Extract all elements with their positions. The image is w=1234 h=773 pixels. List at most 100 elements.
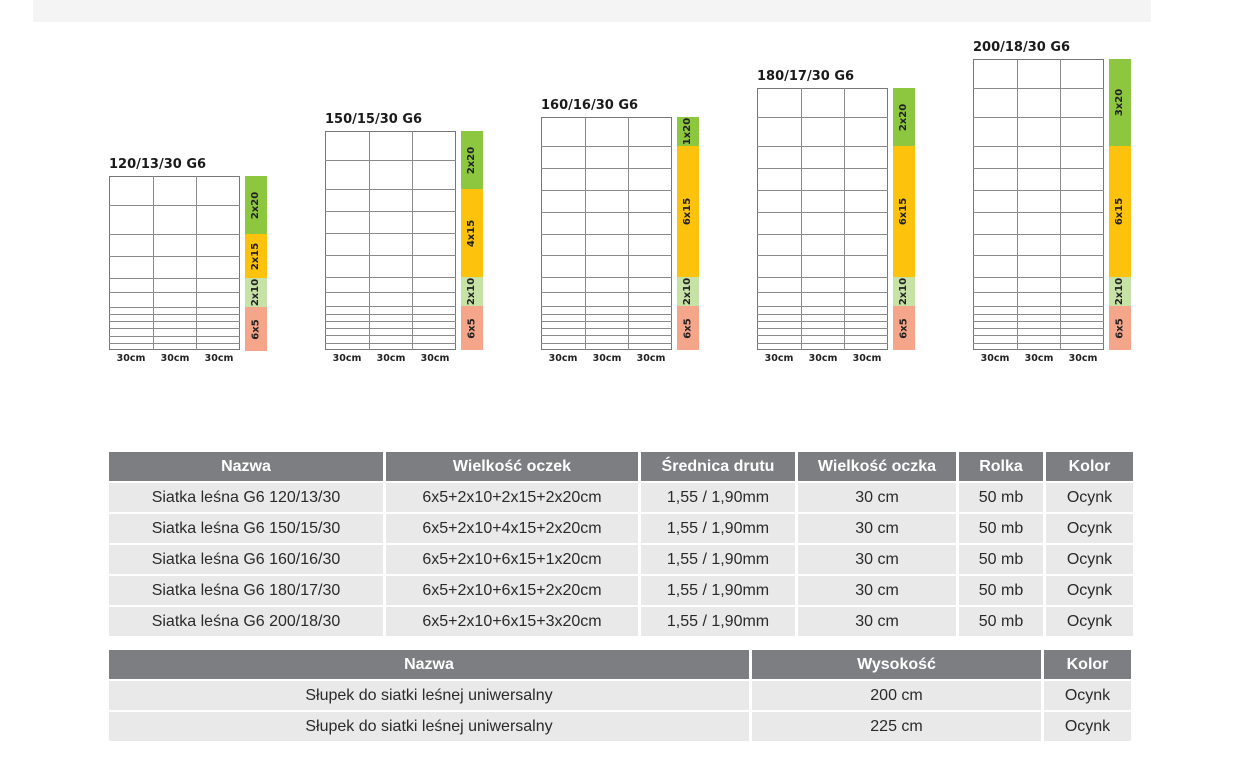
mesh-spacing-label: 30cm [548, 353, 578, 364]
mesh-horizontal-wire [109, 256, 240, 257]
mesh-segment-label: 2x10 [466, 277, 478, 306]
mesh-horizontal-wire [109, 278, 240, 279]
mesh-segment-band: 2x20 [461, 131, 483, 189]
mesh-segment-band: 2x10 [893, 277, 915, 306]
mesh-vertical-wire [1060, 59, 1061, 350]
mesh-horizontal-wire [325, 160, 456, 161]
mesh-segment-band: 6x5 [461, 306, 483, 350]
mesh-horizontal-wire [325, 277, 456, 278]
table-cell: Siatka leśna G6 150/15/30 [109, 514, 383, 543]
mesh-segment-band: 2x15 [245, 234, 267, 278]
table-cell: Siatka leśna G6 180/17/30 [109, 576, 383, 605]
mesh-segment-label: 2x15 [250, 242, 262, 270]
table-cell: 6x5+2x10+2x15+2x20cm [386, 483, 638, 512]
mesh-horizontal-wire [325, 335, 456, 336]
mesh-horizontal-wire [325, 211, 456, 212]
mesh-segment-band: 2x10 [1109, 277, 1131, 306]
mesh-horizontal-wire [973, 328, 1104, 329]
mesh-vertical-wire [369, 131, 370, 350]
table-cell: 1,55 / 1,90mm [641, 576, 795, 605]
mesh-horizontal-wire [109, 292, 240, 293]
mesh-horizontal-wire [973, 292, 1104, 293]
mesh-spacing-label: 30cm [592, 353, 622, 364]
mesh-segment-band: 6x5 [677, 306, 699, 350]
mesh-horizontal-wire [973, 255, 1104, 256]
mesh-vertical-wire [412, 131, 413, 350]
mesh-spacing-label: 30cm [204, 353, 234, 364]
column-header: Wysokość [752, 650, 1041, 679]
mesh-segment-label: 2x10 [250, 278, 262, 307]
table-cell: Siatka leśna G6 160/16/30 [109, 545, 383, 574]
column-header: Nazwa [109, 650, 749, 679]
mesh-horizontal-wire [325, 314, 456, 315]
table-cell: 50 mb [959, 576, 1043, 605]
table-cell: 225 cm [752, 712, 1041, 741]
mesh-horizontal-wire [757, 306, 888, 307]
mesh-spacing-label: 30cm [764, 353, 794, 364]
mesh-horizontal-wire [541, 328, 672, 329]
mesh-horizontal-wire [973, 117, 1104, 118]
mesh-horizontal-wire [757, 117, 888, 118]
table-cell: 6x5+2x10+6x15+2x20cm [386, 576, 638, 605]
mesh-horizontal-wire [757, 343, 888, 344]
mesh-horizontal-wire [973, 306, 1104, 307]
mesh-grid [541, 117, 672, 350]
mesh-title: 150/15/30 G6 [325, 112, 423, 127]
post-spec-table: Nazwa Wysokość Kolor Słupek do siatki leśn… [106, 648, 1134, 743]
mesh-horizontal-wire [973, 343, 1104, 344]
mesh-spacing-label: 30cm [636, 353, 666, 364]
table-cell: Siatka leśna G6 200/18/30 [109, 607, 383, 636]
mesh-segment-label: 6x5 [250, 318, 262, 340]
mesh-segment-band: 6x15 [893, 146, 915, 277]
mesh-horizontal-wire [757, 335, 888, 336]
mesh-spacing-label: 30cm [808, 353, 838, 364]
mesh-spacing-label: 30cm [376, 353, 406, 364]
column-header: Kolor [1044, 650, 1131, 679]
table-header-row: Nazwa Wielkość oczek Średnica drutu Wielkoś… [109, 452, 1133, 481]
table-cell: Ocynk [1046, 607, 1133, 636]
table-cell: 30 cm [798, 545, 956, 574]
mesh-horizontal-wire [757, 292, 888, 293]
table-cell: 1,55 / 1,90mm [641, 607, 795, 636]
mesh-horizontal-wire [109, 321, 240, 322]
mesh-horizontal-wire [757, 190, 888, 191]
mesh-segment-label: 2x10 [1114, 277, 1126, 306]
mesh-spacing-label: 30cm [420, 353, 450, 364]
mesh-segment-label: 6x15 [898, 197, 910, 226]
mesh-horizontal-wire [541, 321, 672, 322]
mesh-title: 160/16/30 G6 [541, 98, 639, 113]
mesh-segment-label: 6x5 [682, 317, 694, 339]
mesh-horizontal-wire [973, 234, 1104, 235]
column-header: Rolka [959, 452, 1043, 481]
mesh-grid [757, 88, 888, 350]
mesh-segment-band: 6x15 [1109, 146, 1131, 277]
mesh-horizontal-wire [541, 343, 672, 344]
table-cell: 50 mb [959, 514, 1043, 543]
mesh-horizontal-wire [973, 321, 1104, 322]
mesh-horizontal-wire [757, 314, 888, 315]
mesh-horizontal-wire [325, 328, 456, 329]
mesh-horizontal-wire [973, 335, 1104, 336]
mesh-vertical-wire [628, 117, 629, 350]
mesh-horizontal-wire [973, 314, 1104, 315]
table-cell: 30 cm [798, 576, 956, 605]
mesh-segment-band: 2x10 [461, 277, 483, 306]
table-cell: 200 cm [752, 681, 1041, 710]
mesh-title: 200/18/30 G6 [973, 40, 1071, 55]
table-cell: 6x5+2x10+6x15+1x20cm [386, 545, 638, 574]
mesh-horizontal-wire [541, 146, 672, 147]
table-cell: 50 mb [959, 483, 1043, 512]
mesh-grid [109, 176, 240, 350]
table-cell: Słupek do siatki leśnej uniwersalny [109, 681, 749, 710]
mesh-segment-label: 6x5 [898, 317, 910, 339]
mesh-segment-band: 6x5 [893, 306, 915, 350]
mesh-segment-band: 6x5 [1109, 306, 1131, 350]
table-cell: 30 cm [798, 514, 956, 543]
mesh-spacing-label: 30cm [1068, 353, 1098, 364]
mesh-diagrams: 120/13/30 G6 2x20 2x15 2x10 6x5 30cm 30cm 30cm 1… [109, 40, 1131, 364]
column-header: Wielkość oczka [798, 452, 956, 481]
mesh-horizontal-wire [109, 205, 240, 206]
mesh-title: 120/13/30 G6 [109, 157, 207, 172]
table-cell: Ocynk [1046, 514, 1133, 543]
mesh-horizontal-wire [757, 168, 888, 169]
